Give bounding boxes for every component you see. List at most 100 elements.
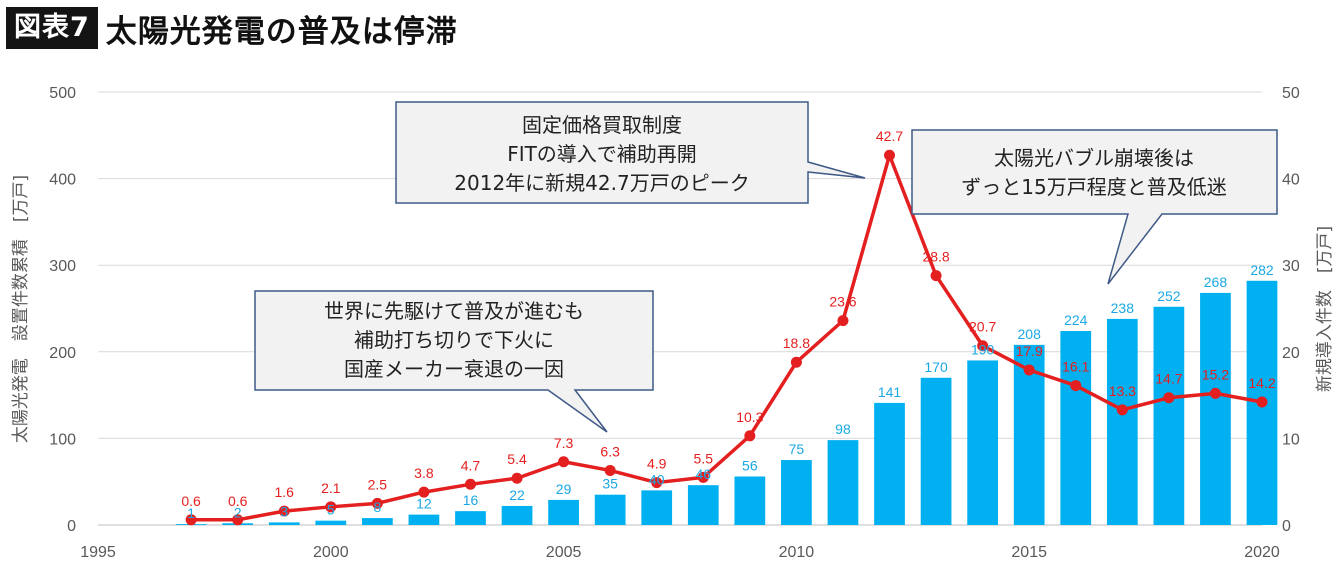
x-tick-label: 2010 xyxy=(779,544,815,561)
y-right-axis-title: 新規導入件数 [万戸] xyxy=(1315,226,1335,392)
bar xyxy=(1153,306,1185,525)
callout-text-line: FITの導入で補助再開 xyxy=(507,142,697,166)
x-tick-label: 2020 xyxy=(1244,544,1280,561)
line-point xyxy=(511,472,523,484)
bar xyxy=(1060,331,1092,525)
line-point xyxy=(837,315,849,327)
line-data-label: 42.7 xyxy=(876,128,903,144)
line-data-label: 5.5 xyxy=(694,450,714,466)
bar-data-label: 5 xyxy=(327,502,335,518)
bar xyxy=(594,494,626,525)
line-data-label: 4.7 xyxy=(461,457,481,473)
bar-data-label: 268 xyxy=(1204,274,1228,290)
bar xyxy=(874,402,905,525)
bar-data-label: 2 xyxy=(234,504,242,520)
bar-data-label: 29 xyxy=(556,481,572,497)
line-data-label: 5.4 xyxy=(507,451,527,467)
header: 図表7 太陽光発電の普及は停滞 xyxy=(6,6,458,50)
bar-data-label: 35 xyxy=(602,476,618,492)
bar xyxy=(408,514,440,525)
line-data-label: 16.1 xyxy=(1062,359,1089,375)
callout-text-line: 国産メーカー衰退の一因 xyxy=(344,357,564,381)
bar-data-label: 56 xyxy=(742,458,758,474)
bar-data-label: 208 xyxy=(1018,326,1042,342)
figure-badge: 図表7 xyxy=(6,7,98,49)
line-point xyxy=(604,464,616,476)
bar xyxy=(268,522,300,525)
line-data-label: 13.3 xyxy=(1109,383,1136,399)
line-point xyxy=(185,514,197,526)
bar xyxy=(827,440,859,525)
line-point xyxy=(232,514,244,526)
bar xyxy=(781,460,812,525)
y-left-tick-label: 0 xyxy=(67,518,76,535)
line-point xyxy=(1163,392,1175,404)
line-data-label: 3.8 xyxy=(414,465,434,481)
bar-data-label: 75 xyxy=(789,441,805,457)
callout-text-line: 2012年に新規42.7万戸のピーク xyxy=(454,171,749,195)
bar xyxy=(641,490,673,525)
bar-data-label: 46 xyxy=(695,466,711,482)
bar xyxy=(1106,318,1138,525)
bar xyxy=(687,485,719,525)
bar-data-label: 1 xyxy=(187,505,195,521)
callout-text-line: ずっと15万戸程度と普及低迷 xyxy=(961,175,1226,199)
bar-data-label: 40 xyxy=(649,471,665,487)
bar xyxy=(455,511,486,525)
line-point xyxy=(977,340,989,352)
line-data-label: 6.3 xyxy=(600,443,620,459)
line-data-label: 2.5 xyxy=(368,476,388,492)
callout-text-line: 世界に先駆けて普及が進むも xyxy=(324,299,584,323)
line-data-label: 28.8 xyxy=(922,249,949,265)
callout-text-line: 太陽光バブル崩壊後は xyxy=(994,146,1194,170)
bar-data-label: 190 xyxy=(971,341,995,357)
y-right-tick-label: 20 xyxy=(1282,345,1300,362)
line-point xyxy=(651,477,663,489)
callout-early xyxy=(254,290,654,433)
bar-data-label: 282 xyxy=(1250,262,1274,278)
callout-bubble xyxy=(911,129,1278,285)
bar-data-label: 8 xyxy=(373,499,381,515)
y-right-tick-label: 0 xyxy=(1282,518,1291,535)
line-data-label: 23.6 xyxy=(829,294,856,310)
y-right-tick-label: 10 xyxy=(1282,431,1300,448)
line-data-label: 14.7 xyxy=(1155,371,1182,387)
line-data-label: 7.3 xyxy=(554,435,574,451)
line-data-label: 17.9 xyxy=(1016,343,1043,359)
line-data-label: 0.6 xyxy=(181,493,201,509)
bar-data-label: 252 xyxy=(1157,288,1181,304)
bar xyxy=(361,518,393,525)
bar xyxy=(734,476,766,525)
bar xyxy=(967,360,999,525)
line-point xyxy=(1070,380,1082,392)
callout-text-line: 補助打ち切りで下火に xyxy=(354,328,554,352)
y-left-tick-label: 100 xyxy=(49,431,76,448)
y-right-tick-label: 50 xyxy=(1282,85,1300,102)
callout-text-line: 固定価格買取制度 xyxy=(522,113,682,137)
line-point xyxy=(930,270,942,282)
x-tick-label: 2000 xyxy=(313,544,349,561)
y-left-tick-label: 400 xyxy=(49,172,76,189)
bar-data-label: 22 xyxy=(509,487,525,503)
y-left-tick-label: 200 xyxy=(49,345,76,362)
callout-fit xyxy=(395,101,866,204)
series-line xyxy=(191,153,1263,522)
line-data-label: 2.1 xyxy=(321,480,341,496)
y-right-tick-label: 30 xyxy=(1282,258,1300,275)
x-tick-label: 1995 xyxy=(80,544,116,561)
line-data-label: 14.2 xyxy=(1248,375,1275,391)
x-tick-label: 2015 xyxy=(1011,544,1047,561)
line-point xyxy=(790,356,802,368)
line-data-label: 1.6 xyxy=(275,484,295,500)
line-data-label: 10.3 xyxy=(736,409,763,425)
line-point xyxy=(697,471,709,483)
line-point xyxy=(464,478,476,490)
bar-data-label: 98 xyxy=(835,421,851,437)
bar-data-label: 12 xyxy=(416,496,432,512)
bar xyxy=(315,520,347,525)
bar-data-label: 141 xyxy=(878,384,902,400)
line-point xyxy=(325,501,337,513)
line-point xyxy=(278,505,290,517)
bar-data-label: 238 xyxy=(1111,300,1135,316)
